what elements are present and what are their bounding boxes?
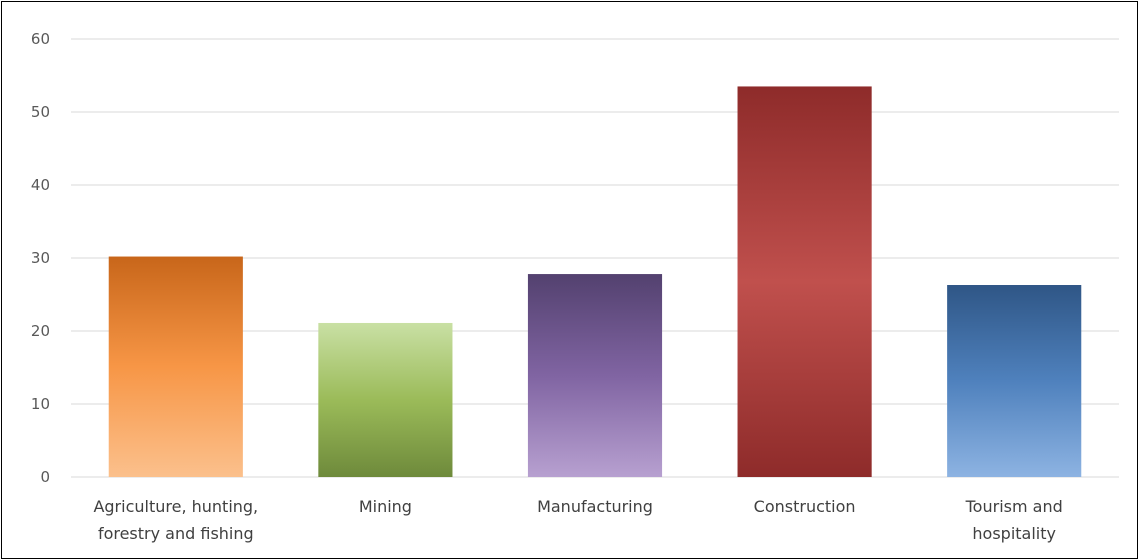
bar xyxy=(947,285,1082,477)
y-tick-label: 10 xyxy=(31,395,50,413)
y-tick-label: 40 xyxy=(31,176,50,194)
x-axis-category-labels: Agriculture, hunting, forestry and fishin… xyxy=(93,497,1062,543)
x-category-label: Agriculture, hunting, forestry and fishin… xyxy=(93,497,258,543)
x-category-label: Mining xyxy=(359,497,412,516)
bar xyxy=(318,322,453,477)
x-category-label: Manufacturing xyxy=(537,497,653,516)
bar xyxy=(737,86,872,477)
x-category-label: Tourism and hospitality xyxy=(965,497,1063,543)
bars xyxy=(108,86,1082,477)
y-tick-label: 50 xyxy=(31,103,50,121)
y-tick-label: 20 xyxy=(31,322,50,340)
y-axis-tick-labels: 0 10 20 30 40 50 60 xyxy=(31,30,50,486)
y-tick-label: 0 xyxy=(40,468,50,486)
bar xyxy=(527,274,663,477)
y-tick-label: 30 xyxy=(31,249,50,267)
bar xyxy=(108,256,243,477)
x-category-label: Construction xyxy=(754,497,856,516)
y-tick-label: 60 xyxy=(31,30,50,48)
